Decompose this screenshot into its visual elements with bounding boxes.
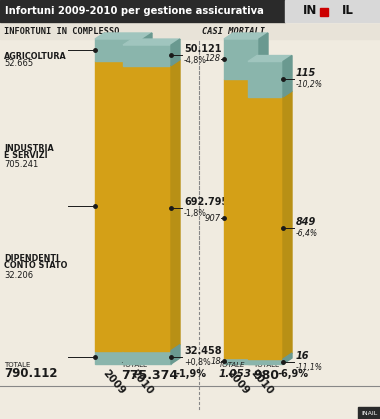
Bar (123, 45, 171, 66)
Bar (224, 78, 259, 358)
Bar (358, 407, 380, 419)
Text: TOTALE: TOTALE (219, 362, 245, 368)
Text: 52.665: 52.665 (4, 59, 33, 68)
Text: E SERVIZI: E SERVIZI (4, 151, 48, 160)
Bar (248, 97, 283, 359)
Text: 980: 980 (253, 369, 279, 382)
Bar (248, 62, 283, 97)
Text: 790.112: 790.112 (4, 367, 57, 380)
Text: 2009: 2009 (101, 368, 127, 396)
Polygon shape (248, 56, 292, 62)
Bar (320, 8, 328, 16)
Text: TOTALE: TOTALE (121, 362, 147, 368)
Polygon shape (259, 352, 268, 364)
Bar (224, 39, 259, 78)
Text: TOTALE: TOTALE (253, 362, 279, 368)
Polygon shape (171, 345, 180, 364)
Text: -1,8%: -1,8% (184, 209, 207, 218)
Text: INFORTUNI IN COMPLESSO: INFORTUNI IN COMPLESSO (4, 27, 119, 36)
Text: -1,9%: -1,9% (175, 369, 206, 379)
Text: 115: 115 (296, 68, 316, 78)
Bar (123, 66, 171, 351)
Text: DIPENDENTI: DIPENDENTI (4, 254, 59, 263)
Bar (248, 359, 283, 364)
Polygon shape (143, 33, 152, 61)
Text: -6,4%: -6,4% (296, 229, 318, 238)
Text: 705.241: 705.241 (4, 160, 38, 169)
Text: 16: 16 (296, 351, 309, 360)
Text: -6,9%: -6,9% (278, 369, 309, 379)
Bar (123, 351, 171, 364)
Polygon shape (283, 56, 292, 97)
Text: 849: 849 (296, 217, 316, 227)
Text: 2010: 2010 (129, 368, 155, 397)
Text: CONTO STATO: CONTO STATO (4, 261, 67, 270)
Bar (285, 0, 380, 22)
Text: 50.121: 50.121 (184, 44, 222, 54)
Bar (0, 0, 285, 22)
Text: 775.374: 775.374 (121, 369, 178, 382)
Polygon shape (259, 33, 268, 78)
Text: 2009: 2009 (225, 368, 251, 396)
Polygon shape (224, 33, 268, 39)
Polygon shape (171, 39, 180, 66)
Text: AGRICOLTURA: AGRICOLTURA (4, 52, 67, 61)
Bar (95, 39, 143, 61)
Text: 1.053: 1.053 (219, 369, 252, 379)
Text: -11,1%: -11,1% (296, 362, 323, 372)
Text: CASI MORTALI: CASI MORTALI (202, 27, 265, 36)
Polygon shape (123, 39, 180, 45)
Bar (0, 24, 380, 39)
Polygon shape (283, 353, 292, 364)
Text: -10,2%: -10,2% (296, 80, 323, 89)
Text: INDUSTRIA: INDUSTRIA (4, 144, 54, 153)
Text: 907: 907 (205, 214, 221, 223)
Polygon shape (171, 59, 180, 351)
Text: IN: IN (303, 5, 317, 18)
Text: 128: 128 (205, 54, 221, 63)
Text: 32.458: 32.458 (184, 347, 222, 356)
Polygon shape (143, 345, 152, 364)
Text: Infortuni 2009-2010 per gestione assicurativa: Infortuni 2009-2010 per gestione assicur… (5, 6, 264, 16)
Text: 18: 18 (210, 357, 221, 366)
Polygon shape (259, 72, 268, 358)
Polygon shape (283, 91, 292, 359)
Polygon shape (143, 54, 152, 351)
Polygon shape (95, 33, 152, 39)
Bar (95, 351, 143, 364)
Text: INAIL: INAIL (361, 411, 377, 416)
Text: -4,8%: -4,8% (184, 57, 207, 65)
Text: 692.795: 692.795 (184, 197, 228, 207)
Bar (224, 358, 259, 364)
Text: TOTALE: TOTALE (4, 362, 30, 368)
Bar (95, 61, 143, 351)
Text: 2010: 2010 (249, 368, 275, 397)
Text: 32.206: 32.206 (4, 271, 33, 280)
Text: +0,8%: +0,8% (184, 358, 211, 367)
Text: IL: IL (342, 5, 354, 18)
